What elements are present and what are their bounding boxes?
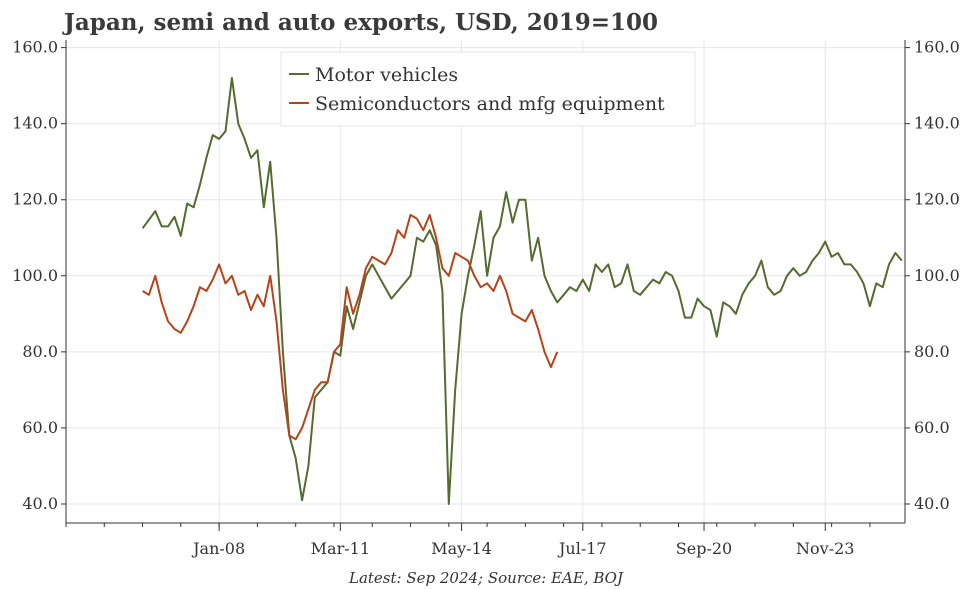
x-tick-label: May-14: [431, 539, 492, 558]
y-tick-label-left: 60.0: [22, 418, 58, 437]
y-tick-label-left: 140.0: [12, 114, 58, 133]
y-tick-label-left: 80.0: [22, 342, 58, 361]
y-tick-label-right: 120.0: [914, 190, 960, 209]
series: [141, 77, 903, 505]
series-line-motor-vehicles: [141, 77, 903, 505]
y-tick-label-left: 100.0: [12, 266, 58, 285]
legend-box: [280, 51, 696, 127]
y-tick-label-right: 140.0: [914, 114, 960, 133]
x-ticks: Jan-08 Mar-11 May-14 Jul-17 Sep-20 Nov-23: [65, 523, 871, 558]
y-tick-label-left: 120.0: [12, 190, 58, 209]
x-tick-label: Jul-17: [557, 539, 607, 558]
y-tick-label-right: 160.0: [914, 38, 960, 57]
y-tick-label-right: 100.0: [914, 266, 960, 285]
y-tick-label-right: 80.0: [914, 342, 950, 361]
y-ticks-left: 40.0 60.0 80.0 100.0 120.0 140.0 160.0: [12, 38, 66, 513]
y-tick-label-right: 60.0: [914, 418, 950, 437]
series-line-semiconductors: [142, 213, 559, 441]
chart-title: Japan, semi and auto exports, USD, 2019=…: [62, 9, 658, 36]
y-tick-label-right: 40.0: [914, 494, 950, 513]
legend-label-semiconductors: Semiconductors and mfg equipment: [315, 93, 665, 115]
chart-footnote: Latest: Sep 2024; Source: EAE, BOJ: [348, 569, 624, 587]
y-tick-label-left: 40.0: [22, 494, 58, 513]
legend-label-motor-vehicles: Motor vehicles: [315, 64, 458, 86]
x-tick-label: Nov-23: [796, 539, 854, 558]
x-tick-label: Sep-20: [676, 539, 732, 558]
y-ticks-right: 40.0 60.0 80.0 100.0 120.0 140.0 160.0: [905, 38, 960, 513]
x-tick-label: Mar-11: [311, 539, 370, 558]
legend: Motor vehicles Semiconductors and mfg eq…: [280, 51, 696, 127]
x-tick-label: Jan-08: [191, 539, 245, 558]
y-tick-label-left: 160.0: [12, 38, 58, 57]
